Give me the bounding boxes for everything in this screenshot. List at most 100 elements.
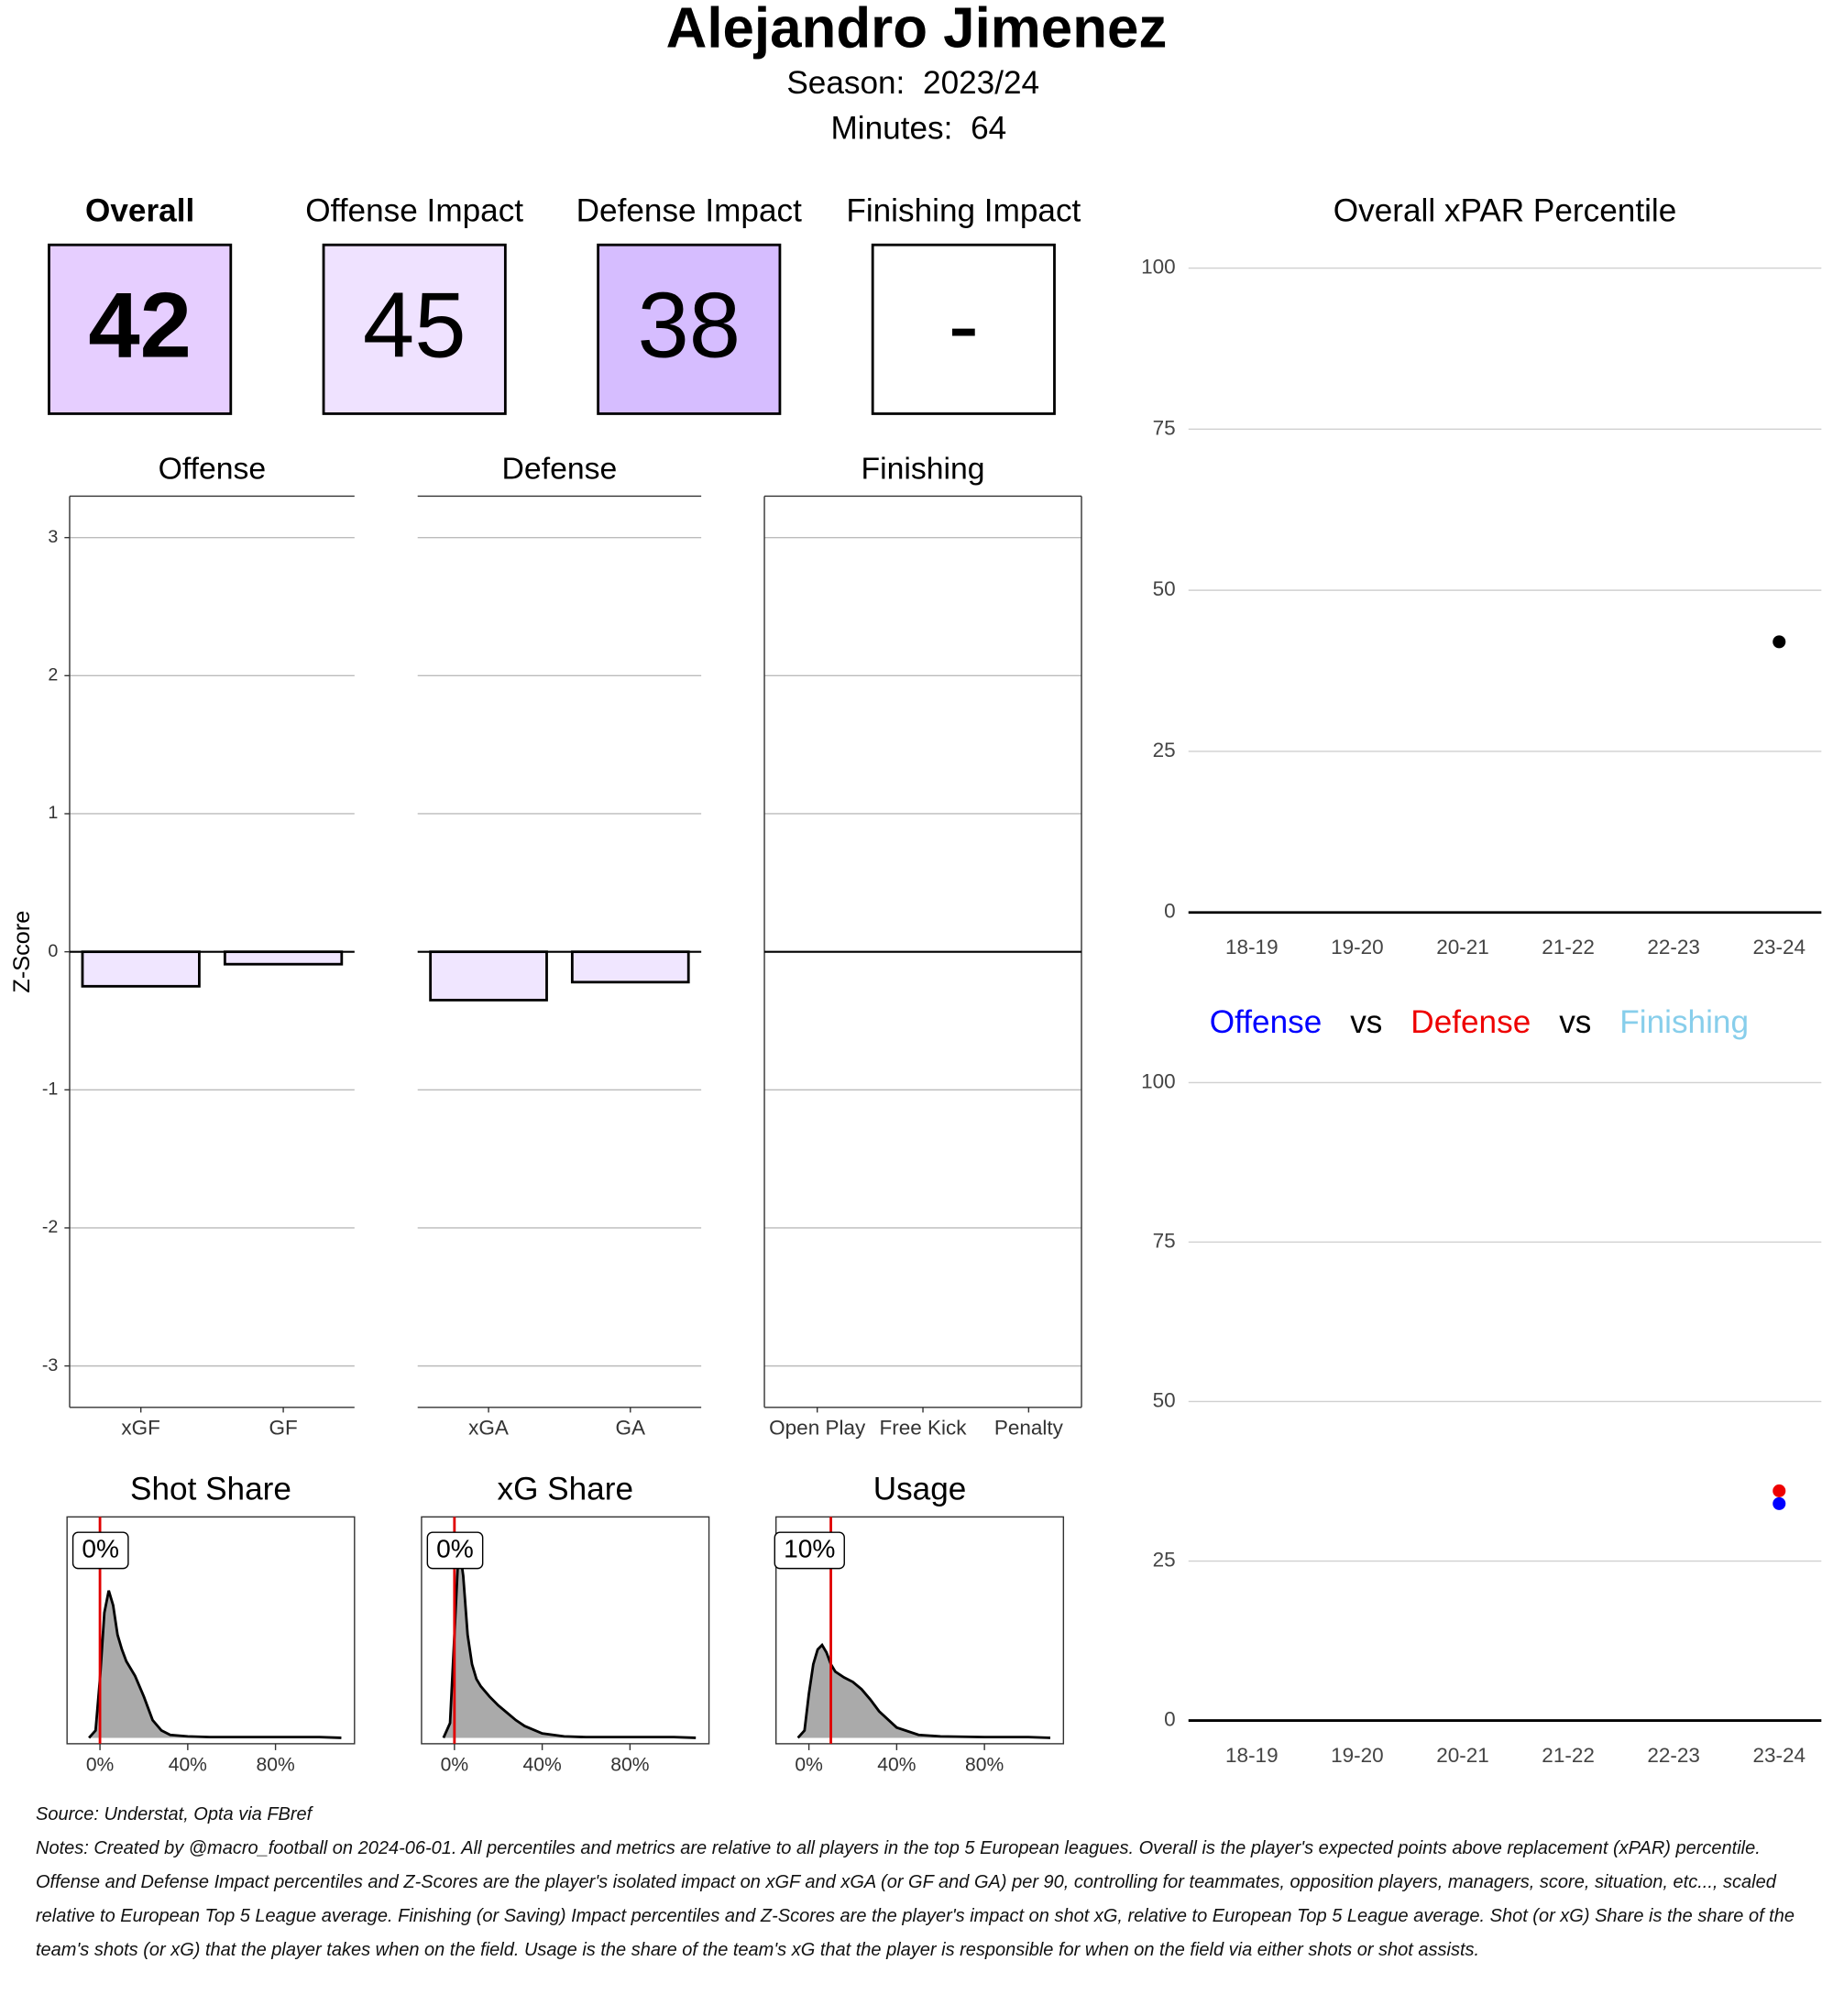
legend-separator: vs [1559,1004,1591,1040]
dashboard: Alejandro Jimenez Season: 2023/24 Minute… [9,0,1822,1775]
point [1773,635,1786,649]
y-tick-label: 25 [1153,1548,1176,1571]
x-tick-label: 80% [610,1754,649,1775]
player-name: Alejandro Jimenez [666,0,1168,60]
y-tick-label: 75 [1153,416,1176,439]
panel [774,1516,1065,1745]
x-tick-label: Open Play [769,1417,866,1440]
y-tick-label: -1 [42,1079,59,1100]
marker-label: 10% [784,1534,835,1562]
x-tick-label: 0% [86,1754,114,1775]
panel-title: Offense [159,451,267,486]
tile [322,243,507,415]
x-tick-label: 22-23 [1647,1744,1700,1767]
y-tick-label: 0 [1164,1708,1176,1731]
footer: Source: Understat, Opta via FBref Notes:… [36,1798,1805,1967]
legend-separator: vs [1350,1004,1382,1040]
x-tick-label: 18-19 [1225,936,1279,959]
y-tick-label: 0 [48,941,58,961]
x-tick-label: 18-19 [1225,1744,1279,1767]
y-tick-label: 25 [1153,739,1176,761]
bar [223,950,344,966]
density-line [796,1642,1051,1739]
panel [66,1516,356,1745]
y-tick-label: 3 [48,527,58,547]
x-tick-label: 0% [795,1754,822,1775]
x-tick-label: 40% [169,1754,207,1775]
x-tick-label: xGA [468,1417,509,1440]
x-tick-label: Penalty [994,1417,1064,1440]
tile [871,243,1056,415]
tile-value: 45 [363,274,466,378]
y-tick-label: 50 [1153,577,1176,600]
season-label: Season: [786,65,905,101]
tile-label: Offense Impact [305,192,523,228]
y-tick-label: 2 [48,665,58,685]
marker-label-box [71,1531,129,1570]
tile-value: - [948,274,979,378]
x-tick-label: 80% [965,1754,1004,1775]
minutes: 64 [971,110,1006,146]
source: Source: Understat, Opta via FBref [36,1804,313,1824]
x-tick-label: 20-21 [1436,1744,1489,1767]
legend-entry: Finishing [1619,1004,1749,1040]
panel-title: Shot Share [130,1472,291,1507]
x-tick-label: Free Kick [880,1417,968,1440]
density-line [88,1590,342,1739]
x-tick-label: 20-21 [1436,936,1489,959]
x-tick-label: GA [616,1417,646,1440]
y-tick-label: -3 [42,1355,59,1375]
x-tick-label: 23-24 [1752,1744,1806,1767]
notes: Notes: Created by @macro_football on 202… [36,1838,1795,1960]
y-tick-label: 75 [1153,1229,1176,1252]
x-tick-label: 80% [257,1754,295,1775]
x-tick-label: 40% [877,1754,916,1775]
tile-label: Overall [85,192,194,228]
y-tick-label: -2 [42,1217,59,1237]
x-tick-label: GF [269,1417,297,1440]
x-tick-label: 19-20 [1331,936,1384,959]
panel-title: Usage [873,1472,967,1507]
marker-label-box [774,1531,845,1570]
x-tick-label: 40% [523,1754,562,1775]
legend-entry: Offense [1210,1004,1322,1040]
panel-title: xG Share [497,1472,633,1507]
y-tick-label: 0 [1164,900,1176,923]
panel-title: Finishing [861,451,984,486]
y-tick-label: 100 [1141,1069,1176,1092]
x-tick-label: 21-22 [1542,1744,1595,1767]
bar [81,950,201,988]
marker-label: 0% [82,1534,119,1562]
x-tick-label: 22-23 [1647,936,1700,959]
density-area [797,1645,1050,1738]
tile-label: Finishing Impact [846,192,1081,228]
density-area [89,1590,342,1738]
x-tick-label: xGF [121,1417,160,1440]
tile-value: 42 [88,274,192,378]
x-tick-label: 19-20 [1331,1744,1384,1767]
minutes-label: Minutes: [831,110,953,146]
legend: Offense vs Defense vs Finishing [1210,1004,1749,1040]
marker-label: 0% [436,1534,474,1562]
y-tick-label: 50 [1153,1388,1176,1411]
legend-entry: Defense [1410,1004,1531,1040]
point [1773,1496,1786,1510]
bar [570,950,690,984]
y-tick-label: 1 [48,803,58,823]
tile-label: Defense Impact [576,192,802,228]
x-tick-label: 21-22 [1542,936,1595,959]
season: 2023/24 [923,65,1039,101]
bar [429,950,548,1002]
panel-title: Overall xPAR Percentile [1334,192,1676,228]
point [1773,1484,1786,1497]
panel-title: Defense [502,451,618,486]
tile [597,243,782,415]
y-axis-title: Z-Score [9,911,35,993]
y-tick-label: 100 [1141,255,1176,278]
x-tick-label: 0% [441,1754,468,1775]
panel [421,1516,710,1745]
density-area [443,1543,697,1738]
tile-value: 38 [637,274,741,378]
marker-label-box [426,1531,484,1570]
